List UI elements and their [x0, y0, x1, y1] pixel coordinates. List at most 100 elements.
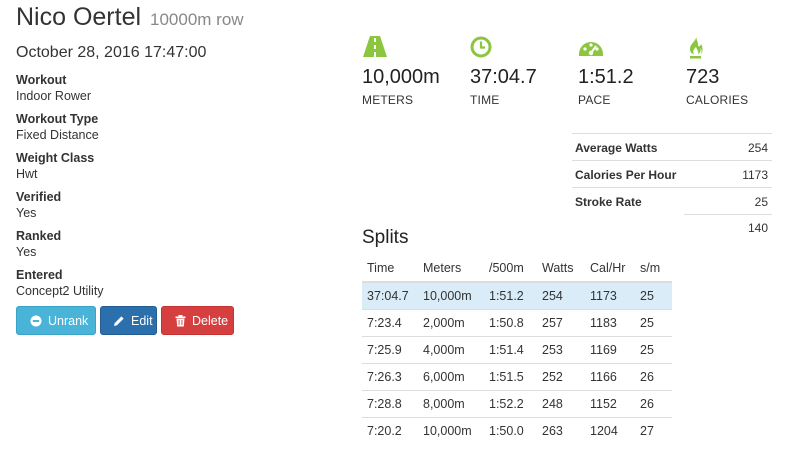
column-header: Cal/Hr	[585, 255, 635, 283]
trash-icon	[175, 314, 186, 327]
detail-value: Yes	[16, 206, 37, 220]
detail-label: Entered	[16, 268, 63, 282]
column-header: Watts	[537, 255, 585, 283]
clock-icon	[470, 36, 492, 58]
metric-value: 25	[754, 195, 768, 209]
detail-value: Hwt	[16, 167, 38, 181]
column-header: s/m	[635, 255, 672, 283]
metric-value: 140	[747, 221, 768, 235]
metric-value: 1173	[742, 168, 768, 182]
table-cell: 37:04.7	[362, 281, 418, 309]
table-cell: 1:50.8	[484, 308, 537, 336]
table-cell: 1152	[585, 389, 635, 417]
table-cell: 2,000m	[418, 308, 484, 336]
table-row: 7:28.8 8,000m 1:52.2 248 1152 26	[362, 389, 672, 417]
table-cell: 253	[537, 335, 585, 363]
detail-verified: Verified Yes	[16, 189, 336, 228]
metric-row-average-watts: Average Watts 254	[572, 133, 772, 160]
detail-value: Fixed Distance	[16, 128, 99, 142]
stat-value: 10,000m	[362, 66, 440, 88]
table-cell: 248	[537, 389, 585, 417]
metric-label: Stroke Rate	[575, 195, 642, 209]
table-cell: 1:50.0	[484, 416, 537, 444]
metrics-table: Average Watts 254 Calories Per Hour 1173…	[572, 133, 772, 241]
stat-time: 37:04.7 TIME	[470, 36, 537, 107]
metric-label: Calories Per Hour	[575, 168, 677, 182]
table-cell: 1169	[585, 335, 635, 363]
edit-button[interactable]: Edit	[100, 306, 157, 335]
detail-ranked: Ranked Yes	[16, 228, 336, 267]
table-cell: 26	[635, 389, 672, 417]
table-cell: 1:51.5	[484, 362, 537, 390]
pencil-icon	[113, 315, 125, 327]
detail-label: Workout Type	[16, 112, 99, 126]
detail-label: Ranked	[16, 229, 62, 243]
table-cell: 8,000m	[418, 389, 484, 417]
stat-value: 1:51.2	[578, 66, 634, 88]
table-row: 7:26.3 6,000m 1:51.5 252 1166 26	[362, 362, 672, 390]
workout-details: Workout Indoor Rower Workout Type Fixed …	[16, 72, 336, 306]
metric-row-extra: 140	[572, 214, 772, 241]
table-row: 37:04.7 10,000m 1:51.2 254 1173 25	[362, 281, 672, 309]
metric-row-stroke-rate: Stroke Rate 25	[572, 187, 772, 214]
table-cell: 4,000m	[418, 335, 484, 363]
table-cell: 25	[635, 308, 672, 336]
table-row: 7:25.9 4,000m 1:51.4 253 1169 25	[362, 335, 672, 363]
table-cell: 1:52.2	[484, 389, 537, 417]
table-cell: 1183	[585, 308, 635, 336]
stat-label: CALORIES	[686, 93, 749, 107]
table-cell: 10,000m	[418, 416, 484, 444]
workout-date: October 28, 2016 17:47:00	[16, 44, 207, 61]
delete-button[interactable]: Delete	[161, 306, 234, 335]
table-cell: 263	[537, 416, 585, 444]
table-cell: 7:23.4	[362, 308, 418, 336]
road-icon	[362, 36, 387, 58]
metric-row-calories-per-hour: Calories Per Hour 1173	[572, 160, 772, 187]
unrank-button[interactable]: Unrank	[16, 306, 96, 335]
page-title: Nico Oertel 10000m row	[16, 3, 244, 32]
detail-value: Yes	[16, 245, 37, 259]
table-cell: 26	[635, 362, 672, 390]
table-row: 7:20.2 10,000m 1:50.0 263 1204 27	[362, 416, 672, 444]
table-cell: 7:20.2	[362, 416, 418, 444]
detail-weight-class: Weight Class Hwt	[16, 150, 336, 189]
detail-workout-type: Workout Type Fixed Distance	[16, 111, 336, 150]
table-cell: 7:25.9	[362, 335, 418, 363]
detail-value: Concept2 Utility	[16, 284, 104, 298]
table-cell: 25	[635, 335, 672, 363]
stat-label: METERS	[362, 93, 414, 107]
table-cell: 7:28.8	[362, 389, 418, 417]
table-cell: 6,000m	[418, 362, 484, 390]
stat-label: TIME	[470, 93, 500, 107]
table-cell: 1204	[585, 416, 635, 444]
column-header: /500m	[484, 255, 537, 283]
detail-workout: Workout Indoor Rower	[16, 72, 336, 111]
stat-value: 723	[686, 66, 720, 88]
stat-pace: 1:51.2 PACE	[578, 36, 634, 107]
table-cell: 252	[537, 362, 585, 390]
metric-value: 254	[747, 141, 768, 155]
detail-label: Weight Class	[16, 151, 95, 165]
delete-label: Delete	[192, 313, 229, 328]
edit-label: Edit	[131, 313, 153, 328]
stat-label: PACE	[578, 93, 611, 107]
stat-value: 37:04.7	[470, 66, 537, 88]
column-header: Time	[362, 255, 418, 283]
table-header-row: Time Meters /500m Watts Cal/Hr s/m	[362, 255, 672, 283]
table-cell: 1:51.2	[484, 281, 537, 309]
athlete-name: Nico Oertel	[16, 3, 142, 31]
unrank-label: Unrank	[48, 313, 89, 328]
action-buttons: Unrank Edit Delete	[16, 306, 234, 335]
detail-label: Workout	[16, 73, 67, 87]
splits-table: Time Meters /500m Watts Cal/Hr s/m 37:04…	[362, 255, 672, 444]
workout-description: 10000m row	[150, 10, 244, 29]
table-row: 7:23.4 2,000m 1:50.8 257 1183 25	[362, 308, 672, 336]
table-cell: 1173	[585, 281, 635, 309]
table-cell: 1166	[585, 362, 635, 390]
metric-label: Average Watts	[575, 141, 658, 155]
detail-entered: Entered Concept2 Utility	[16, 267, 336, 306]
stat-meters: 10,000m METERS	[362, 36, 440, 107]
splits-heading: Splits	[362, 227, 409, 248]
table-cell: 10,000m	[418, 281, 484, 309]
detail-label: Verified	[16, 190, 62, 204]
